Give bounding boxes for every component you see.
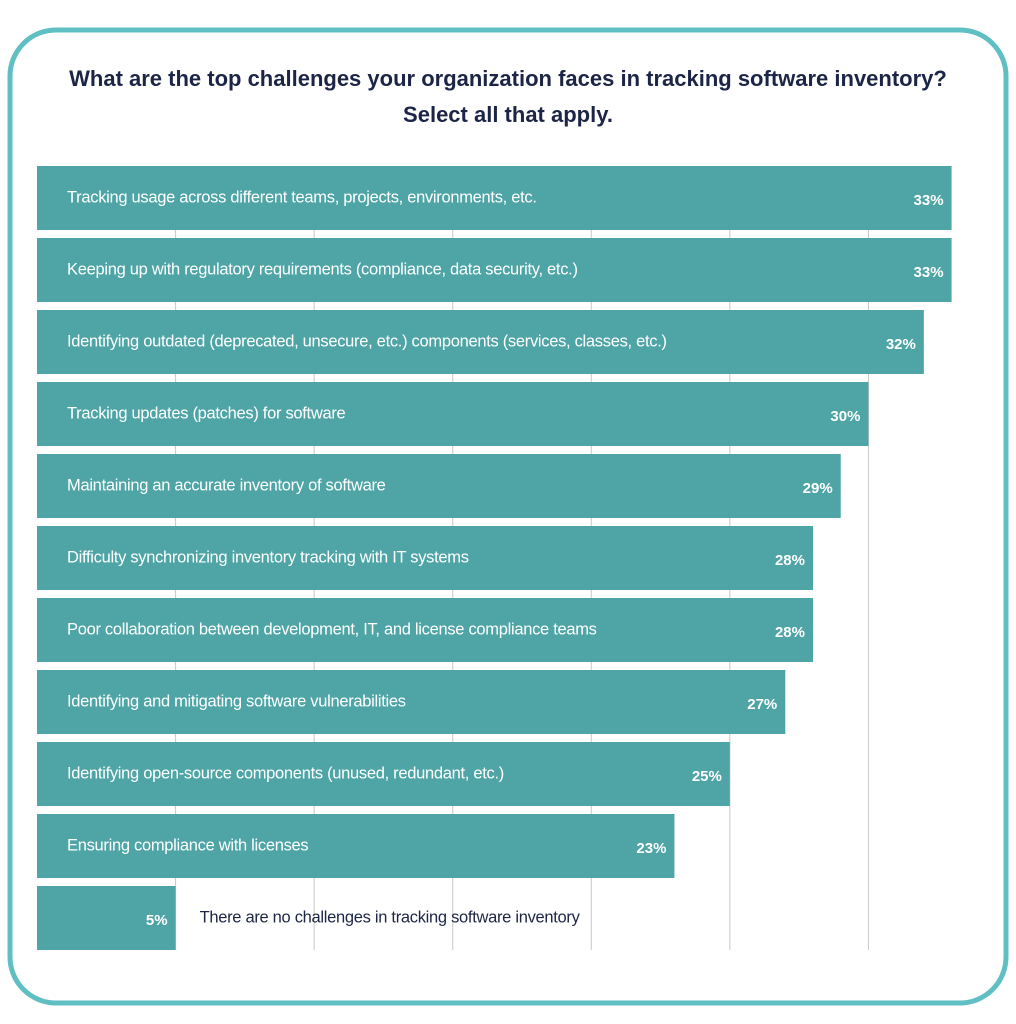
bar: [37, 166, 952, 230]
value-label: 5%: [146, 912, 168, 929]
chart-subtitle: Select all that apply.: [403, 102, 613, 127]
value-label: 23%: [636, 840, 666, 857]
bar: [37, 814, 675, 878]
bar: [37, 454, 841, 518]
bar: [37, 598, 813, 662]
category-label: Identifying open-source components (unus…: [67, 764, 504, 782]
bar: [37, 526, 813, 590]
category-label: There are no challenges in tracking soft…: [200, 908, 581, 926]
value-label: 29%: [803, 480, 833, 497]
bar: [37, 238, 952, 302]
bar: [37, 886, 176, 950]
value-label: 32%: [886, 336, 916, 353]
category-label: Tracking updates (patches) for software: [67, 404, 346, 422]
bar: [37, 310, 924, 374]
bar: [37, 382, 869, 446]
category-label: Difficulty synchronizing inventory track…: [67, 548, 469, 566]
value-label: 27%: [747, 696, 777, 713]
value-label: 33%: [914, 264, 944, 281]
category-label: Poor collaboration between development, …: [67, 620, 597, 638]
bar: [37, 670, 786, 734]
value-label: 28%: [775, 552, 805, 569]
category-label: Maintaining an accurate inventory of sof…: [67, 476, 386, 494]
category-label: Keeping up with regulatory requirements …: [67, 260, 578, 278]
category-label: Tracking usage across different teams, p…: [67, 188, 537, 206]
value-label: 28%: [775, 624, 805, 641]
chart-title: What are the top challenges your organiz…: [69, 66, 947, 91]
value-label: 30%: [830, 408, 860, 425]
category-label: Identifying outdated (deprecated, unsecu…: [67, 332, 667, 350]
value-label: 33%: [914, 192, 944, 209]
frame: [7, 27, 1009, 1006]
category-label: Identifying and mitigating software vuln…: [67, 692, 406, 710]
category-label: Ensuring compliance with licenses: [67, 836, 308, 854]
value-label: 25%: [692, 768, 722, 785]
bar: [37, 742, 730, 806]
